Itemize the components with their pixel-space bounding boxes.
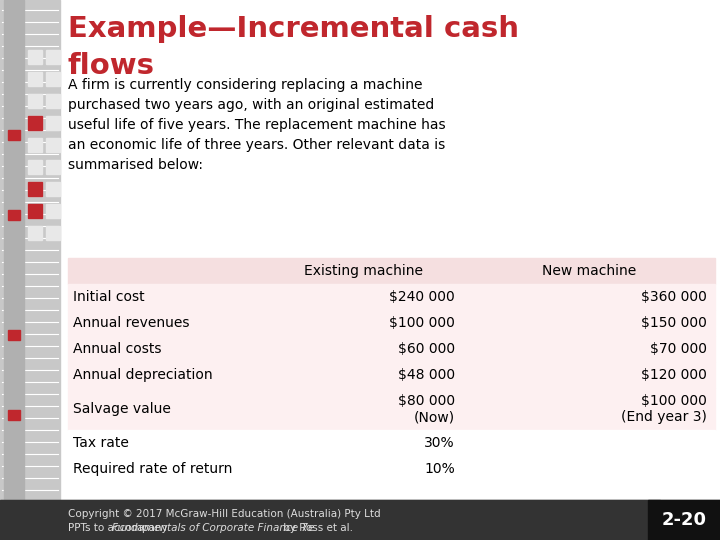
Bar	[46, 182, 60, 196]
Text: New machine: New machine	[542, 264, 636, 278]
Bar	[8, 410, 20, 420]
Text: 2-20: 2-20	[662, 511, 706, 529]
Text: $150 000: $150 000	[641, 316, 707, 330]
Bar	[28, 160, 42, 174]
Text: 10%: 10%	[424, 462, 455, 476]
Bar	[28, 116, 42, 130]
Bar	[46, 72, 60, 86]
Text: Salvage value: Salvage value	[73, 402, 171, 416]
Bar	[0, 500, 100, 540]
Bar	[46, 204, 60, 218]
Text: A firm is currently considering replacing a machine
purchased two years ago, wit: A firm is currently considering replacin…	[68, 78, 446, 172]
Text: $120 000: $120 000	[641, 368, 707, 382]
Bar	[68, 388, 715, 430]
Text: $48 000: $48 000	[398, 368, 455, 382]
Bar	[68, 430, 715, 456]
Bar	[28, 182, 42, 196]
Bar	[46, 226, 60, 240]
Text: Example—Incremental cash: Example—Incremental cash	[68, 15, 519, 43]
Text: $70 000: $70 000	[650, 342, 707, 356]
Text: by Ross et al.: by Ross et al.	[280, 523, 353, 533]
Bar	[28, 94, 42, 108]
Bar	[4, 0, 24, 502]
Bar	[8, 130, 20, 140]
Text: $60 000: $60 000	[398, 342, 455, 356]
Text: 30%: 30%	[424, 436, 455, 450]
Text: Annual depreciation: Annual depreciation	[73, 368, 212, 382]
Text: $360 000: $360 000	[641, 290, 707, 304]
Bar	[68, 336, 715, 362]
Bar	[46, 160, 60, 174]
Bar	[28, 182, 42, 196]
Bar	[46, 94, 60, 108]
Bar	[8, 210, 20, 220]
Bar	[28, 204, 42, 218]
Bar	[46, 116, 60, 130]
Bar	[46, 50, 60, 64]
Text: $100 000
(End year 3): $100 000 (End year 3)	[621, 394, 707, 424]
Bar	[0, 0, 60, 502]
Text: $100 000: $100 000	[389, 316, 455, 330]
Bar	[28, 138, 42, 152]
Text: Annual costs: Annual costs	[73, 342, 161, 356]
Text: Annual revenues: Annual revenues	[73, 316, 189, 330]
Text: $240 000: $240 000	[390, 290, 455, 304]
Bar	[68, 362, 715, 388]
Bar	[8, 330, 20, 340]
Bar	[28, 116, 42, 130]
Text: Copyright © 2017 McGraw-Hill Education (Australia) Pty Ltd: Copyright © 2017 McGraw-Hill Education (…	[68, 509, 381, 519]
Text: Tax rate: Tax rate	[73, 436, 129, 450]
Bar	[648, 500, 720, 540]
Bar	[28, 204, 42, 218]
Text: flows: flows	[68, 52, 155, 80]
Bar	[46, 138, 60, 152]
Bar	[100, 500, 660, 540]
Bar	[68, 310, 715, 336]
Bar	[68, 258, 715, 284]
Bar	[0, 500, 720, 540]
Bar	[28, 72, 42, 86]
Bar	[68, 284, 715, 310]
Bar	[28, 50, 42, 64]
Text: Required rate of return: Required rate of return	[73, 462, 233, 476]
Bar	[28, 226, 42, 240]
Text: Existing machine: Existing machine	[304, 264, 423, 278]
Bar	[68, 456, 715, 482]
Text: PPTs to accompany: PPTs to accompany	[68, 523, 171, 533]
Text: $80 000
(Now): $80 000 (Now)	[398, 394, 455, 424]
Text: Initial cost: Initial cost	[73, 290, 145, 304]
Text: Fundamentals of Corporate Finance 7e: Fundamentals of Corporate Finance 7e	[112, 523, 315, 533]
